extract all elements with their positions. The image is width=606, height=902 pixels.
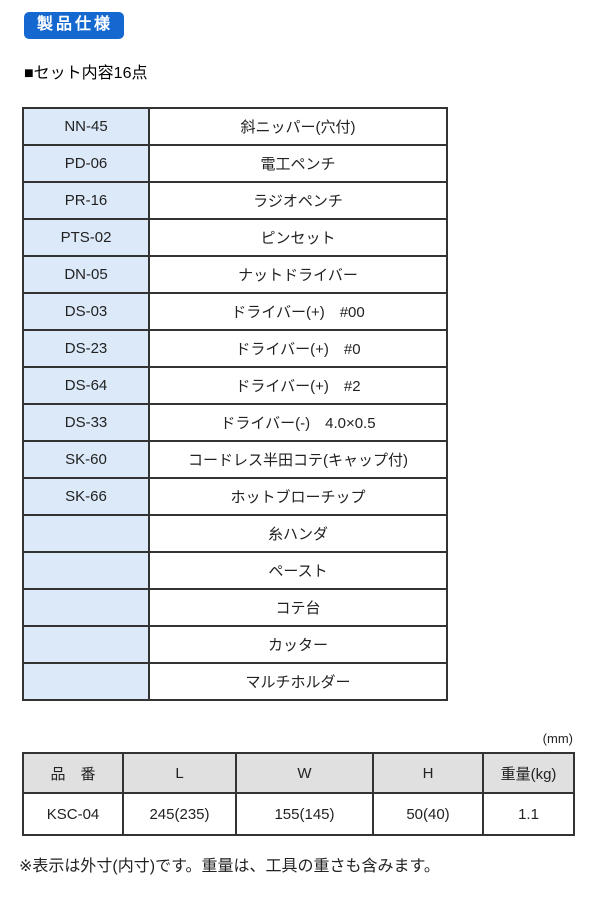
item-code <box>22 662 150 701</box>
item-code: PTS-02 <box>22 218 150 257</box>
item-name: マルチホルダー <box>148 662 448 701</box>
item-code <box>22 551 150 590</box>
dim-value: 155(145) <box>235 792 374 836</box>
item-code: PD-06 <box>22 144 150 183</box>
set-table-row: SK-60 コードレス半田コテ(キャップ付) <box>22 440 448 479</box>
item-code: DS-03 <box>22 292 150 331</box>
product-spec-badge: 製品仕様 <box>24 12 125 39</box>
dim-value: 50(40) <box>372 792 484 836</box>
set-table-row: DS-23 ドライバー(+) #0 <box>22 329 448 368</box>
set-table-row: マルチホルダー <box>22 662 448 701</box>
item-code <box>22 514 150 553</box>
dim-column-header: L <box>122 752 237 794</box>
footnote: ※表示は外寸(内寸)です。重量は、工具の重さも含みます。 <box>19 858 440 875</box>
dim-column-header: 重量(kg) <box>482 752 575 794</box>
item-name: 電工ペンチ <box>148 144 448 183</box>
dim-value: 1.1 <box>482 792 575 836</box>
item-code: NN-45 <box>22 107 150 146</box>
set-table-row: DS-03 ドライバー(+) #00 <box>22 292 448 331</box>
item-name: ドライバー(-) 4.0×0.5 <box>148 403 448 442</box>
dimensions-table: 品 番 L W H 重量(kg) KSC-04 245(235) 155(145) 50(40… <box>22 752 575 836</box>
set-table-row: PD-06 電工ペンチ <box>22 144 448 183</box>
set-table-row: 糸ハンダ <box>22 514 448 553</box>
set-contents-table: NN-45 斜ニッパー(穴付) PD-06 電工ペンチ PR-16 ラジオペンチ PTS-0… <box>22 107 448 701</box>
item-code: DS-64 <box>22 366 150 405</box>
set-table-row: SK-66 ホットブローチップ <box>22 477 448 516</box>
item-name: 斜ニッパー(穴付) <box>148 107 448 146</box>
item-code <box>22 625 150 664</box>
item-name: ラジオペンチ <box>148 181 448 220</box>
set-table-row: PR-16 ラジオペンチ <box>22 181 448 220</box>
item-code: DN-05 <box>22 255 150 294</box>
set-table-body: NN-45 斜ニッパー(穴付) PD-06 電工ペンチ PR-16 ラジオペンチ PTS-0… <box>22 107 448 701</box>
item-name: コードレス半田コテ(キャップ付) <box>148 440 448 479</box>
set-table-row: DS-64 ドライバー(+) #2 <box>22 366 448 405</box>
item-code <box>22 588 150 627</box>
item-code: DS-33 <box>22 403 150 442</box>
dim-table-row: KSC-04 245(235) 155(145) 50(40) 1.1 <box>22 792 575 836</box>
item-code: PR-16 <box>22 181 150 220</box>
item-name: ピンセット <box>148 218 448 257</box>
dim-column-header: H <box>372 752 484 794</box>
item-name: ドライバー(+) #2 <box>148 366 448 405</box>
dim-table-header-row: 品 番 L W H 重量(kg) <box>22 752 575 794</box>
item-name: コテ台 <box>148 588 448 627</box>
set-table-row: NN-45 斜ニッパー(穴付) <box>22 107 448 146</box>
dim-table-body: KSC-04 245(235) 155(145) 50(40) 1.1 <box>22 792 575 836</box>
item-name: カッター <box>148 625 448 664</box>
dim-column-header: 品 番 <box>22 752 124 794</box>
item-code: DS-23 <box>22 329 150 368</box>
item-name: ホットブローチップ <box>148 477 448 516</box>
set-table-row: DN-05 ナットドライバー <box>22 255 448 294</box>
item-name: ドライバー(+) #0 <box>148 329 448 368</box>
item-code: SK-60 <box>22 440 150 479</box>
set-contents-title: ■セット内容16点 <box>24 65 148 82</box>
set-table-row: ペースト <box>22 551 448 590</box>
item-name: ペースト <box>148 551 448 590</box>
item-code: SK-66 <box>22 477 150 516</box>
dim-value: 245(235) <box>122 792 237 836</box>
unit-label: (mm) <box>542 731 573 746</box>
item-name: ナットドライバー <box>148 255 448 294</box>
set-table-row: DS-33 ドライバー(-) 4.0×0.5 <box>22 403 448 442</box>
set-table-row: コテ台 <box>22 588 448 627</box>
dim-value: KSC-04 <box>22 792 124 836</box>
dim-column-header: W <box>235 752 374 794</box>
set-table-row: PTS-02 ピンセット <box>22 218 448 257</box>
item-name: 糸ハンダ <box>148 514 448 553</box>
set-table-row: カッター <box>22 625 448 664</box>
item-name: ドライバー(+) #00 <box>148 292 448 331</box>
